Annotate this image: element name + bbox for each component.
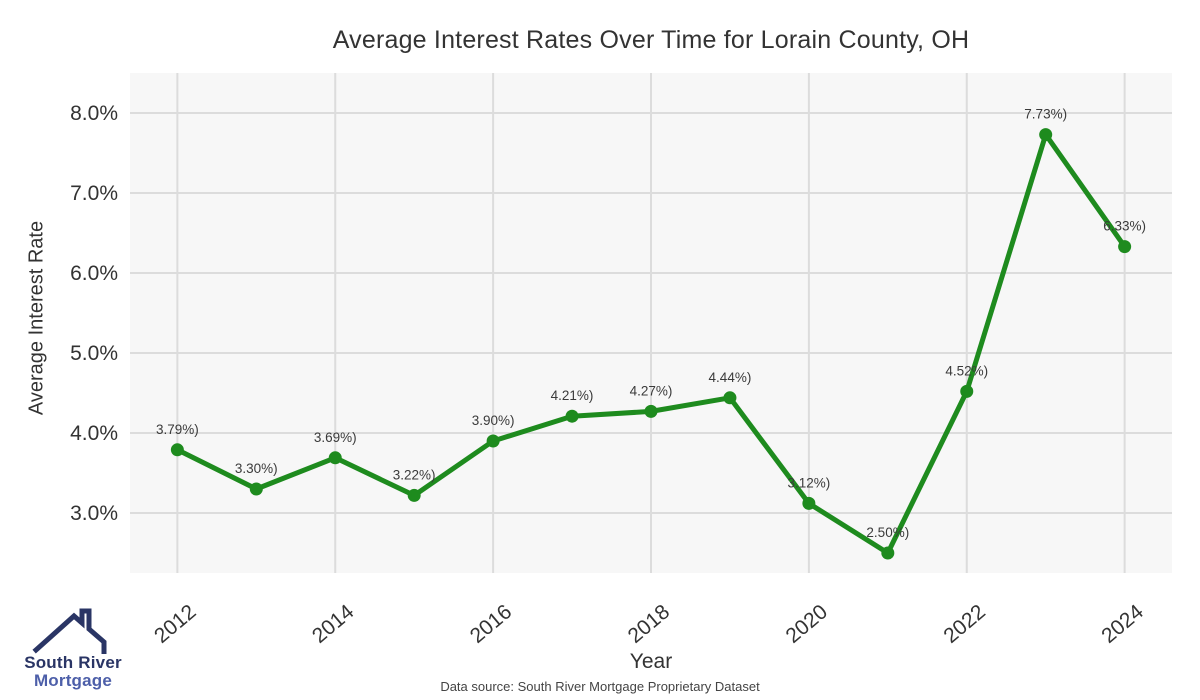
data-point [723, 391, 737, 405]
x-tick-label: 2024 [1097, 600, 1148, 648]
house-roof-icon [18, 608, 128, 654]
data-point-label: 3.90%) [472, 413, 515, 428]
y-tick-label: 7.0% [70, 182, 118, 205]
data-point [881, 546, 895, 560]
y-tick-label: 8.0% [70, 102, 118, 125]
data-point-label: 3.30%) [235, 461, 278, 476]
data-point [1118, 240, 1132, 254]
x-tick-label: 2014 [308, 600, 359, 648]
data-point [407, 488, 421, 502]
logo-text-line2: Mortgage [33, 671, 113, 690]
data-point [565, 409, 579, 423]
data-point-label: 7.73%) [1024, 107, 1067, 122]
data-point [1039, 128, 1053, 142]
company-logo: South River Mortgage [18, 608, 128, 690]
x-axis-label: Year [629, 650, 673, 673]
data-point [802, 496, 816, 510]
y-tick-label: 6.0% [70, 262, 118, 285]
y-tick-label: 5.0% [70, 342, 118, 365]
logo-text-line1: South River [24, 653, 122, 672]
x-tick-label: 2022 [939, 600, 990, 648]
data-point-label: 3.22%) [393, 467, 436, 482]
data-point [170, 443, 184, 457]
data-point-label: 6.33%) [1103, 219, 1146, 234]
data-point-label: 4.21%) [551, 388, 594, 403]
data-point-label: 2.50%) [866, 525, 909, 540]
data-point [328, 451, 342, 465]
x-tick-label: 2020 [782, 600, 833, 648]
data-point [960, 384, 974, 398]
data-point [486, 434, 500, 448]
data-point-label: 3.79%) [156, 422, 199, 437]
data-point [644, 404, 658, 418]
x-tick-label: 2016 [466, 600, 517, 648]
data-source-note: Data source: South River Mortgage Propri… [440, 679, 760, 694]
data-point-label: 3.12%) [787, 475, 830, 490]
data-point [249, 482, 263, 496]
x-tick-label: 2012 [150, 600, 201, 648]
x-tick-label: 2018 [624, 600, 675, 648]
y-tick-label: 4.0% [70, 422, 118, 445]
chart-title: Average Interest Rates Over Time for Lor… [332, 26, 970, 54]
data-point-label: 4.27%) [630, 383, 673, 398]
y-tick-label: 3.0% [70, 502, 118, 525]
data-point-label: 4.52%) [945, 363, 988, 378]
data-point-label: 4.44%) [709, 370, 752, 385]
data-point-label: 3.69%) [314, 430, 357, 445]
